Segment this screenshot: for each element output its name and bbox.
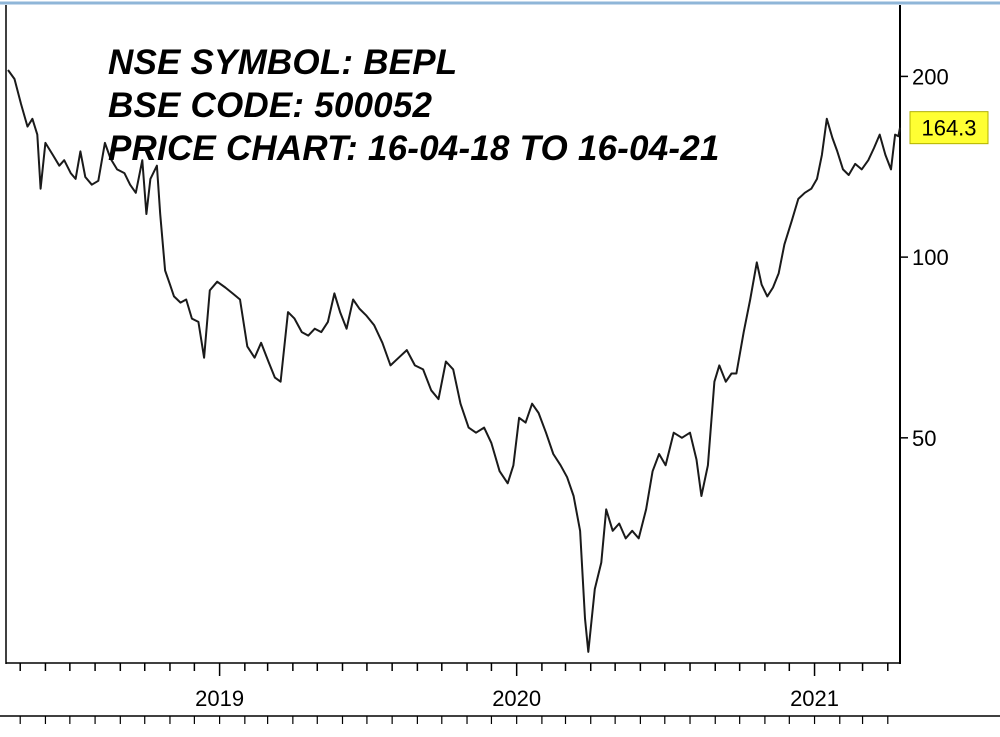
annotation-price-chart-range: PRICE CHART: 16-04-18 TO 16-04-21: [108, 129, 720, 168]
x-tick-label-2020: 2020: [492, 686, 541, 711]
last-value-box: [909, 111, 989, 145]
series-layer: [7, 69, 901, 653]
y-axis: 50 100 200: [900, 64, 949, 451]
annotation-nse-symbol: NSE SYMBOL: BEPL: [108, 43, 458, 82]
x-tick-label-2019: 2019: [195, 686, 244, 711]
chart-frame: [0, 1, 1000, 717]
x-tick-label-2021: 2021: [790, 686, 839, 711]
last-value-marker: 164.3: [909, 111, 989, 145]
annotation-bse-code: BSE CODE: 500052: [108, 86, 433, 125]
price-series-line-0: [7, 69, 901, 653]
y-tick-label-200: 200: [912, 64, 949, 89]
last-value-label: 164.3: [921, 116, 976, 141]
x-axis: 2019 2020 2021: [19, 663, 889, 724]
y-tick-label-100: 100: [912, 245, 949, 270]
y-tick-label-50: 50: [912, 426, 936, 451]
